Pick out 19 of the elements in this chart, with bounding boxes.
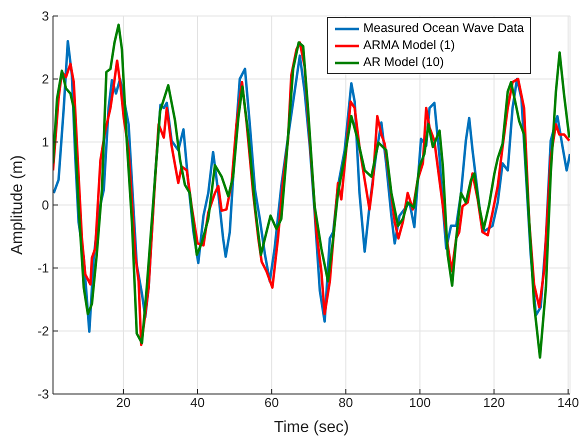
- y-axis-title: Amplitude (m): [9, 155, 26, 255]
- legend-label: AR Model (10): [363, 54, 444, 71]
- y-tick-label: -1: [37, 260, 49, 276]
- y-tick-label: 1: [42, 134, 49, 150]
- x-axis-title: Time (sec): [274, 419, 349, 436]
- x-tick-label: 20: [116, 395, 131, 410]
- x-tick-label: 100: [409, 395, 431, 410]
- x-tick-label: 60: [264, 395, 279, 410]
- x-tick-label: 140: [557, 395, 579, 410]
- y-tick-label: -2: [37, 324, 49, 339]
- y-tick-label: 2: [42, 72, 49, 87]
- y-tick-label: 0: [42, 198, 49, 213]
- x-tick-label: 120: [483, 395, 505, 410]
- y-tick-label: 3: [42, 8, 49, 24]
- x-tick-label: 80: [338, 395, 354, 410]
- legend-label: ARMA Model (1): [363, 37, 455, 54]
- y-tick-label: -3: [37, 386, 49, 402]
- legend-label: Measured Ocean Wave Data: [363, 20, 524, 37]
- x-tick-label: 40: [190, 395, 205, 410]
